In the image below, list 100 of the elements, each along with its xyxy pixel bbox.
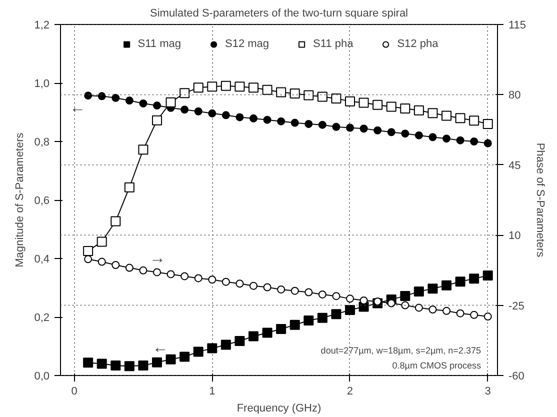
point	[360, 124, 368, 133]
point	[124, 182, 134, 192]
point	[124, 361, 134, 372]
point	[152, 357, 162, 368]
point	[318, 120, 326, 129]
point	[208, 276, 216, 284]
annotation: 0.8µm CMOS process	[392, 360, 482, 370]
point	[414, 304, 423, 312]
point	[207, 343, 218, 354]
point	[387, 128, 396, 136]
point	[290, 286, 299, 295]
point	[400, 104, 410, 114]
point	[428, 108, 438, 118]
point	[304, 90, 314, 100]
point	[332, 122, 340, 131]
point	[304, 316, 314, 326]
point	[236, 280, 244, 288]
point	[456, 309, 464, 318]
x-tick-label: 3	[484, 386, 491, 398]
point	[442, 306, 450, 315]
legend-label: S11 pha	[313, 38, 354, 50]
point	[360, 296, 368, 304]
y-tick-label: 1,0	[34, 78, 50, 90]
point	[414, 131, 423, 140]
y2-tick-label: -60	[508, 370, 524, 382]
point	[346, 124, 354, 132]
y-tick-label: 0,4	[34, 254, 50, 266]
point	[222, 278, 230, 286]
point	[96, 236, 107, 247]
point	[125, 264, 134, 272]
point	[138, 144, 148, 155]
point	[139, 266, 148, 274]
point	[331, 309, 342, 320]
point	[180, 272, 189, 280]
chart-title: Simulated S-parameters of the two-turn square spiral	[150, 8, 408, 20]
y-tick-label: 1,2	[34, 20, 50, 32]
point	[153, 102, 161, 110]
point	[249, 114, 258, 122]
point	[344, 96, 355, 106]
legend-label: S12 mag	[225, 38, 270, 50]
point	[208, 109, 216, 118]
point	[139, 99, 148, 108]
point	[470, 310, 478, 319]
point	[317, 312, 328, 323]
y-tick-label: 0,8	[34, 136, 50, 148]
point	[469, 274, 480, 284]
point	[428, 284, 438, 294]
point	[290, 118, 299, 127]
point	[469, 116, 480, 126]
point	[263, 116, 272, 124]
y-tick-label: 0,0	[34, 370, 50, 382]
point	[482, 270, 493, 280]
point	[387, 299, 396, 308]
point	[193, 82, 204, 93]
point	[482, 118, 493, 129]
point	[358, 98, 369, 108]
point	[304, 288, 313, 296]
point	[153, 268, 161, 276]
x-axis-title: Frequency (GHz)	[236, 402, 322, 414]
point	[414, 286, 424, 297]
y2-axis-title: Phase of S-Parameters	[534, 142, 546, 258]
point	[262, 84, 272, 95]
point	[456, 136, 464, 144]
point	[166, 354, 176, 364]
annotation: ←	[70, 99, 86, 116]
point	[193, 346, 204, 357]
point	[96, 358, 107, 369]
point	[401, 301, 410, 310]
point	[110, 216, 121, 226]
point	[180, 352, 190, 362]
point	[346, 294, 354, 303]
y2-tick-label: -25	[508, 300, 524, 312]
point	[455, 113, 466, 124]
point	[304, 120, 313, 128]
point	[374, 126, 382, 134]
point	[428, 306, 437, 314]
point	[166, 97, 176, 108]
y-tick-label: 0,6	[34, 195, 50, 207]
y-tick-label: 0,2	[34, 312, 50, 324]
point	[83, 358, 94, 368]
point	[277, 117, 286, 126]
annotation: →	[150, 250, 166, 267]
point	[344, 304, 355, 315]
point	[234, 336, 245, 346]
point	[234, 82, 245, 92]
point	[138, 360, 148, 371]
y-axis-title: Magnitude of S-Parameters	[14, 132, 26, 268]
point	[220, 80, 231, 91]
point	[484, 139, 492, 148]
point	[248, 82, 258, 93]
point	[290, 88, 300, 98]
point	[262, 328, 272, 338]
point	[374, 297, 382, 306]
y2-tick-label: 10	[508, 230, 521, 242]
point	[414, 105, 424, 116]
point	[249, 282, 258, 290]
y2-tick-label: 45	[508, 160, 521, 172]
point	[372, 100, 383, 110]
point	[317, 92, 328, 102]
point	[386, 102, 396, 112]
